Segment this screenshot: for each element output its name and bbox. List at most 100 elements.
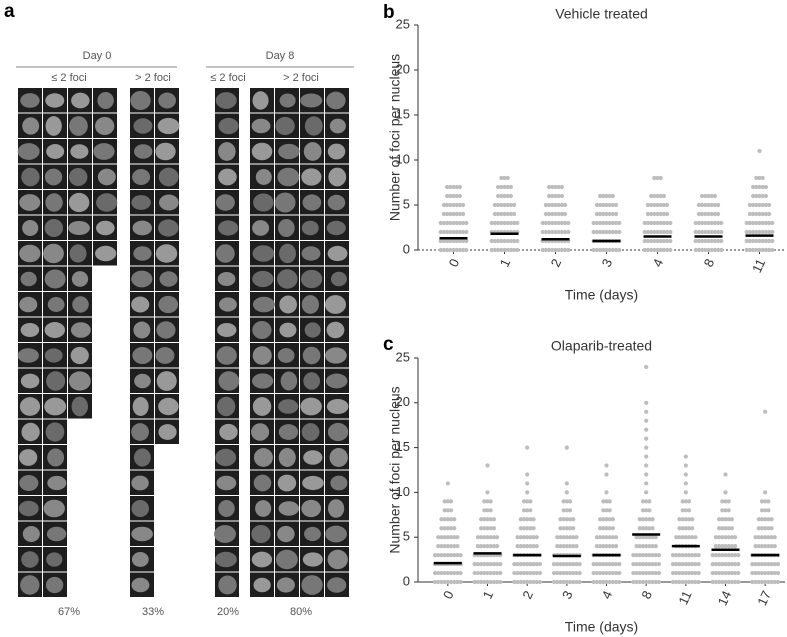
- data-point: [690, 517, 695, 522]
- data-point: [763, 211, 769, 217]
- data-point: [607, 193, 612, 199]
- data-point: [457, 184, 462, 190]
- data-point: [759, 499, 765, 504]
- data-point: [604, 472, 609, 477]
- data-point: [700, 247, 705, 253]
- data-point: [547, 193, 552, 199]
- data-point: [601, 544, 606, 549]
- data-point: [511, 238, 517, 244]
- data-point: [488, 561, 493, 567]
- data-point: [454, 211, 459, 217]
- data-point: [461, 220, 466, 226]
- data-point: [683, 553, 688, 558]
- data-point: [693, 229, 698, 235]
- data-point: [558, 579, 563, 585]
- data-point: [652, 202, 657, 208]
- data-point: [647, 570, 652, 576]
- data-point: [686, 499, 692, 504]
- data-point: [652, 193, 657, 199]
- data-point: [661, 247, 667, 253]
- column-label: > 2 foci: [283, 72, 319, 84]
- nucleus: [218, 220, 239, 236]
- data-point: [757, 202, 762, 208]
- nucleus: [131, 423, 150, 441]
- data-point: [674, 535, 679, 540]
- nucleus: [45, 422, 65, 442]
- data-point: [455, 570, 460, 576]
- nucleus: [274, 192, 296, 213]
- data-point: [451, 247, 456, 253]
- data-point: [726, 544, 731, 549]
- data-point: [693, 238, 698, 244]
- data-point: [656, 579, 662, 585]
- data-point: [634, 570, 639, 576]
- nucleus: [131, 296, 150, 313]
- data-point: [511, 220, 517, 226]
- data-point: [754, 247, 759, 253]
- data-point: [652, 229, 657, 235]
- data-point: [448, 570, 454, 576]
- data-point: [461, 202, 466, 208]
- data-point: [763, 526, 768, 531]
- data-point: [763, 508, 768, 513]
- nucleus: [19, 449, 38, 466]
- data-point: [759, 526, 765, 531]
- data-point: [640, 570, 646, 576]
- nucleus: [158, 397, 179, 416]
- data-point: [594, 579, 600, 585]
- data-point: [696, 247, 702, 253]
- data-point: [441, 247, 446, 253]
- data-point: [505, 202, 510, 208]
- data-point: [649, 211, 654, 217]
- column-label: > 2 foci: [135, 72, 171, 84]
- nucleus: [215, 92, 237, 109]
- data-point: [499, 220, 504, 226]
- data-point: [686, 553, 692, 558]
- data-point: [753, 561, 758, 567]
- data-point: [720, 499, 725, 504]
- nucleus: [326, 321, 345, 339]
- nucleus: [325, 347, 347, 364]
- data-point: [528, 561, 533, 567]
- data-point: [729, 544, 735, 549]
- nucleus: [71, 92, 90, 109]
- data-point: [729, 517, 735, 522]
- nucleus: [19, 475, 39, 491]
- data-point: [550, 193, 555, 199]
- data-point: [640, 579, 646, 585]
- data-point: [498, 570, 503, 576]
- data-point: [760, 175, 765, 181]
- data-point: [665, 238, 670, 244]
- nucleus: [275, 116, 295, 136]
- data-point: [693, 220, 698, 226]
- data-point: [496, 202, 501, 208]
- data-point: [475, 535, 480, 540]
- nucleus: [19, 397, 41, 416]
- data-point: [756, 579, 761, 585]
- data-point: [760, 229, 765, 235]
- data-point: [647, 517, 652, 522]
- data-point: [455, 544, 460, 549]
- data-point: [571, 535, 576, 540]
- data-point: [499, 202, 504, 208]
- y-tick-label: 25: [396, 16, 410, 31]
- data-point: [454, 184, 459, 190]
- data-point: [436, 553, 441, 558]
- data-point: [445, 229, 450, 235]
- data-point: [594, 220, 600, 226]
- data-point: [719, 220, 724, 226]
- nucleus: [133, 246, 152, 261]
- data-point: [518, 579, 523, 585]
- data-point: [759, 535, 765, 540]
- data-point: [763, 247, 769, 253]
- nucleus: [20, 322, 40, 338]
- nucleus: [253, 577, 271, 593]
- data-point: [454, 238, 459, 244]
- nucleus: [43, 499, 65, 518]
- percent-label: 20%: [217, 606, 239, 618]
- data-point: [614, 202, 619, 208]
- data-point: [491, 570, 496, 576]
- data-point: [686, 561, 692, 567]
- data-point: [598, 193, 603, 199]
- data-point: [614, 220, 619, 226]
